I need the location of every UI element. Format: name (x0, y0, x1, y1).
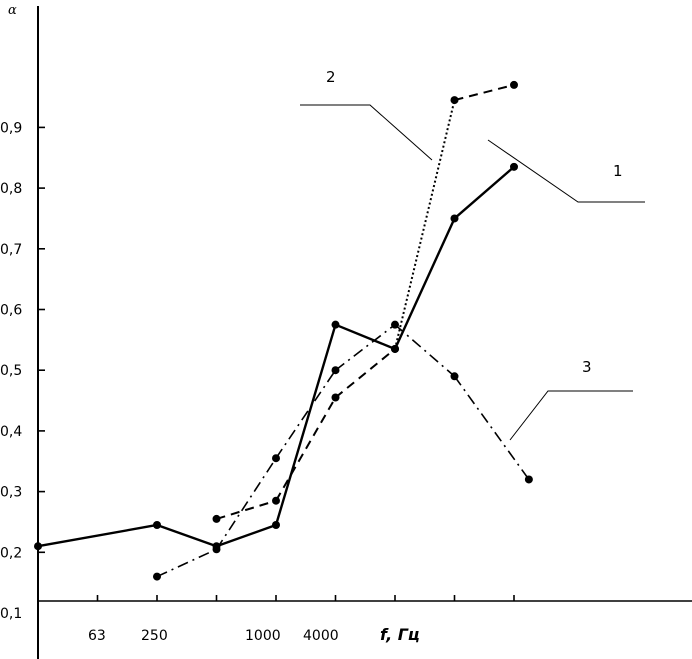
series-1-segment (216, 523, 277, 548)
callout-label-series-3: 3 (582, 358, 592, 376)
series-2-point (212, 514, 221, 523)
x-axis-title: f, Гц (380, 625, 420, 644)
y-tick-label: 0,7 (0, 242, 22, 258)
series-3-point (450, 372, 459, 381)
y-tick-label: 0,5 (0, 363, 22, 379)
callout-line-series-3 (509, 390, 633, 441)
series-2-segment (334, 348, 396, 399)
x-tick-label-1000: 1000 (245, 628, 281, 644)
series-2-segment (275, 397, 337, 502)
series-3-point (331, 366, 340, 375)
series-3-point (524, 475, 533, 484)
series-3-segment (453, 375, 530, 480)
x-tick-labels: 63 250 1000 4000 (88, 628, 339, 644)
series-1-point (510, 162, 518, 171)
x-tick-label-4000: 4000 (303, 628, 339, 644)
series-3-segment (275, 369, 337, 459)
axes (37, 6, 692, 659)
series-3-point (272, 454, 280, 463)
series-2-segment (394, 99, 456, 350)
y-tick-label: 0,2 (0, 545, 22, 561)
series (34, 80, 533, 581)
series-1-point (331, 320, 340, 329)
y-tick-label: 0,6 (0, 303, 22, 319)
callout-label-series-2: 2 (326, 68, 336, 86)
series-callouts: 2 1 3 (300, 68, 645, 441)
series-3-segment (335, 324, 396, 371)
series-1-point (34, 542, 42, 551)
y-tick-label: 0,3 (0, 485, 22, 501)
series-3-point (153, 572, 161, 581)
series-2-segment (216, 499, 277, 520)
series-1-point (450, 214, 459, 223)
series-1-point (153, 520, 161, 529)
series-2-point (331, 393, 340, 402)
x-tick-label-250: 250 (141, 628, 168, 644)
series-3-point (212, 545, 221, 554)
series-1-segment (393, 217, 456, 350)
y-ticks: 0,1 0,2 0,3 0,4 0,5 0,6 0,7 0,8 0,9 (0, 120, 45, 622)
series-1-segment (453, 165, 515, 220)
series-2-point (391, 344, 399, 353)
series-2 (212, 80, 518, 523)
series-1-segment (156, 523, 217, 548)
series-1-segment (37, 523, 158, 548)
callout-line-series-2 (300, 104, 433, 161)
series-3-segment (394, 324, 456, 377)
series-1-segment (274, 324, 337, 526)
series-3-point (391, 320, 399, 329)
y-tick-label: 0,9 (0, 120, 22, 136)
series-3 (153, 320, 533, 581)
series-3-segment (156, 548, 217, 578)
y-axis-title: α (8, 3, 17, 18)
callout-line-series-1 (487, 139, 645, 203)
series-1-segment (335, 323, 396, 351)
callout-label-series-1: 1 (613, 162, 623, 180)
series-2-point (450, 96, 459, 105)
series-1-point (272, 520, 280, 529)
series-2-point (510, 80, 518, 89)
y-tick-label: 0,1 (0, 606, 22, 622)
y-tick-label: 0,4 (0, 424, 22, 440)
y-tick-label: 0,8 (0, 181, 22, 197)
series-2-point (272, 496, 280, 505)
x-tick-label-63: 63 (88, 628, 106, 644)
series-1 (34, 162, 518, 551)
series-2-segment (454, 83, 515, 102)
x-ticks (96, 595, 515, 601)
series-3-segment (215, 457, 277, 550)
